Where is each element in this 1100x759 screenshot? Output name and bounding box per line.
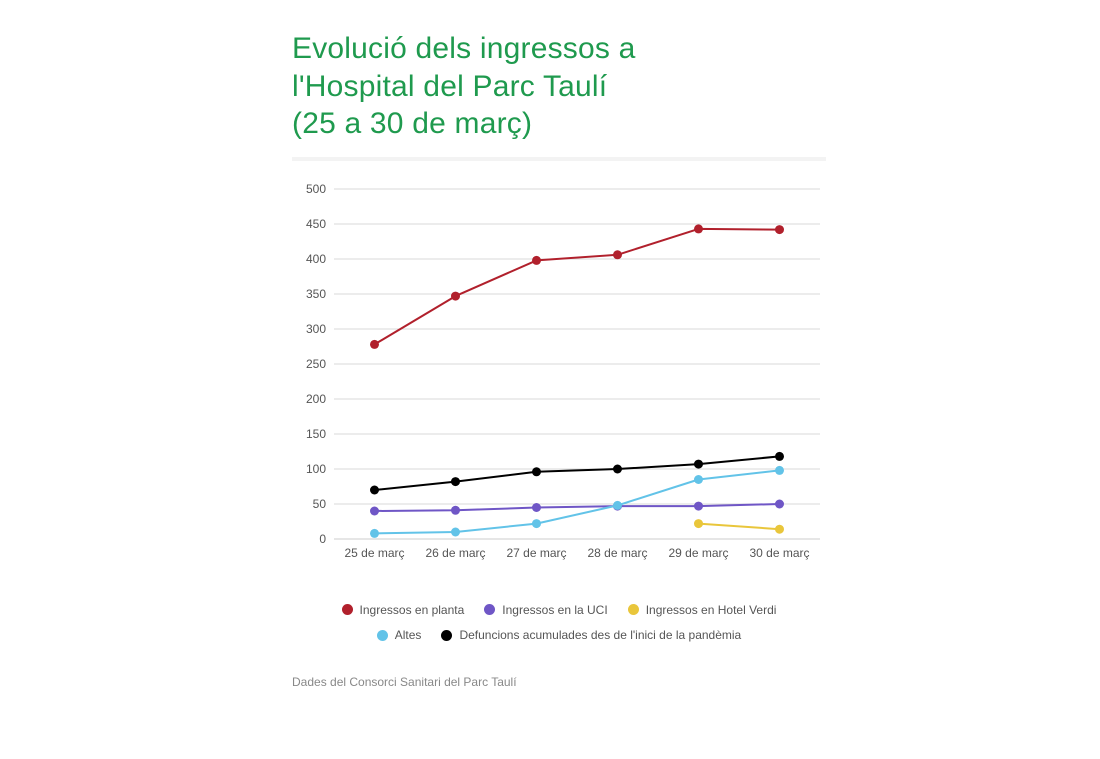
- legend-label: Ingressos en la UCI: [502, 598, 607, 622]
- series-marker-altes: [775, 465, 784, 474]
- x-tick-label: 25 de març: [344, 546, 404, 560]
- series-marker-hotel: [775, 524, 784, 533]
- series-marker-defunc: [451, 477, 460, 486]
- series-marker-planta: [613, 250, 622, 259]
- legend-item-altes: Altes: [377, 623, 422, 647]
- y-tick-label: 50: [313, 497, 327, 511]
- series-marker-defunc: [694, 459, 703, 468]
- series-line-defunc: [375, 456, 780, 490]
- legend-row: Ingressos en planta Ingressos en la UCI In…: [292, 598, 826, 624]
- series-line-altes: [375, 470, 780, 533]
- series-marker-planta: [694, 224, 703, 233]
- series-marker-uci: [451, 505, 460, 514]
- legend-label: Ingressos en planta: [360, 598, 465, 622]
- x-tick-label: 29 de març: [668, 546, 728, 560]
- legend-label: Defuncions acumulades des de l'inici de …: [459, 623, 741, 647]
- title-line: Evolució dels ingressos a: [292, 32, 636, 65]
- chart-svg: 0 50 100 150 200 250 300 350 400 450 500 25 de març…: [292, 179, 826, 579]
- legend-swatch: [441, 630, 452, 641]
- legend-swatch: [377, 630, 388, 641]
- series-marker-altes: [451, 527, 460, 536]
- y-tick-label: 0: [319, 532, 326, 546]
- chart-title: Evolució dels ingressos a l'Hospital del…: [292, 30, 826, 143]
- y-tick-label: 300: [306, 322, 326, 336]
- legend-row: Altes Defuncions acumulades des de l'inic…: [292, 623, 826, 649]
- source-caption: Dades del Consorci Sanitari del Parc Tau…: [292, 675, 826, 689]
- y-tick-label: 400: [306, 252, 326, 266]
- y-tick-label: 100: [306, 462, 326, 476]
- legend-swatch: [628, 604, 639, 615]
- legend-label: Ingressos en Hotel Verdi: [646, 598, 777, 622]
- content-column: Evolució dels ingressos a l'Hospital del…: [292, 30, 826, 689]
- series-marker-uci: [775, 499, 784, 508]
- series-marker-planta: [451, 291, 460, 300]
- series-line-uci: [375, 504, 780, 511]
- x-tick-label: 27 de març: [506, 546, 566, 560]
- series-marker-uci: [532, 503, 541, 512]
- series-marker-uci: [370, 506, 379, 515]
- legend-item-defunc: Defuncions acumulades des de l'inici de …: [441, 623, 741, 647]
- series-marker-planta: [532, 255, 541, 264]
- series-marker-defunc: [370, 485, 379, 494]
- legend-item-planta: Ingressos en planta: [342, 598, 465, 622]
- title-line: (25 a 30 de març): [292, 107, 532, 140]
- series-line-planta: [375, 228, 780, 344]
- y-tick-label: 150: [306, 427, 326, 441]
- series-marker-defunc: [775, 451, 784, 460]
- line-chart: 0 50 100 150 200 250 300 350 400 450 500 25 de març…: [292, 179, 826, 584]
- legend-swatch: [484, 604, 495, 615]
- y-tick-label: 350: [306, 287, 326, 301]
- y-tick-label: 200: [306, 392, 326, 406]
- legend-item-uci: Ingressos en la UCI: [484, 598, 607, 622]
- legend-label: Altes: [395, 623, 422, 647]
- x-tick-label: 30 de març: [749, 546, 809, 560]
- series-marker-defunc: [613, 464, 622, 473]
- legend-swatch: [342, 604, 353, 615]
- series-line-hotel: [699, 523, 780, 529]
- y-tick-label: 250: [306, 357, 326, 371]
- series-marker-hotel: [694, 519, 703, 528]
- legend-item-hotel: Ingressos en Hotel Verdi: [628, 598, 777, 622]
- y-tick-label: 500: [306, 182, 326, 196]
- title-rule: [292, 157, 826, 161]
- y-tick-label: 450: [306, 217, 326, 231]
- series-marker-altes: [613, 500, 622, 509]
- page: Evolució dels ingressos a l'Hospital del…: [0, 0, 1100, 759]
- series-marker-altes: [532, 519, 541, 528]
- chart-legend: Ingressos en planta Ingressos en la UCI In…: [292, 598, 826, 649]
- series-marker-planta: [370, 339, 379, 348]
- x-tick-label: 28 de març: [587, 546, 647, 560]
- series-marker-altes: [370, 528, 379, 537]
- series-marker-uci: [694, 501, 703, 510]
- series-marker-defunc: [532, 467, 541, 476]
- series-marker-planta: [775, 225, 784, 234]
- series-marker-altes: [694, 475, 703, 484]
- title-line: l'Hospital del Parc Taulí: [292, 70, 607, 103]
- x-tick-label: 26 de març: [425, 546, 485, 560]
